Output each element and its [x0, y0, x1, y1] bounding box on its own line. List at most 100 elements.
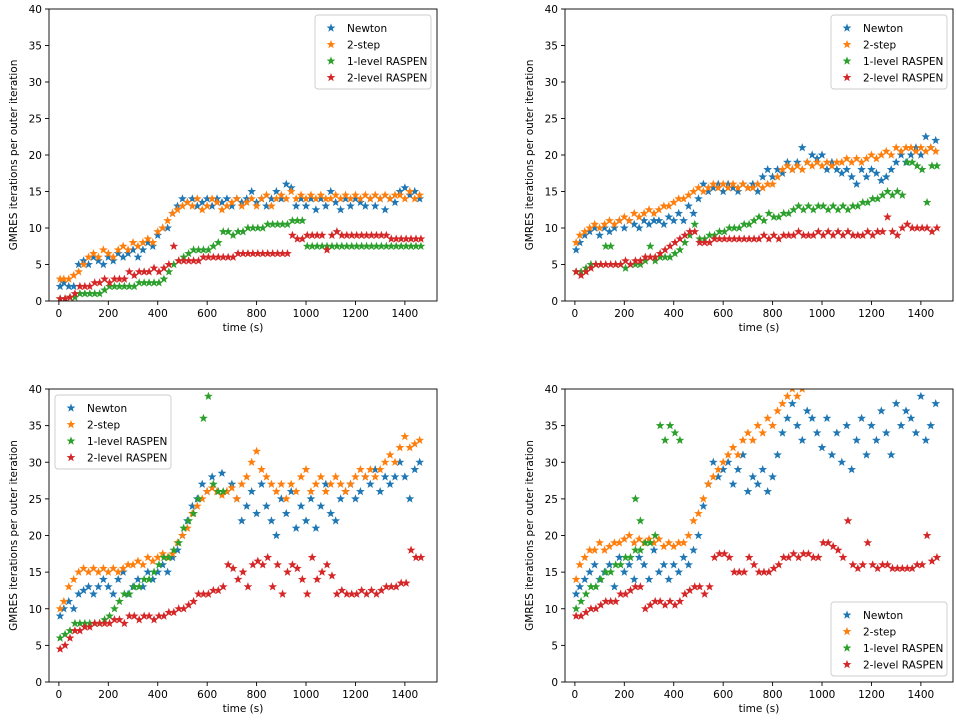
data-point	[194, 494, 203, 503]
data-point	[306, 194, 316, 203]
data-point	[907, 563, 917, 573]
data-point	[576, 596, 586, 606]
data-point	[70, 626, 80, 635]
data-point	[764, 234, 774, 243]
data-point	[262, 472, 271, 481]
data-point	[591, 259, 601, 269]
series-2-level-raspen	[55, 227, 426, 301]
data-point	[178, 194, 187, 203]
data-point	[812, 428, 822, 437]
data-point	[138, 238, 148, 247]
data-point	[168, 208, 177, 218]
data-point	[291, 486, 301, 496]
data-point	[585, 223, 595, 232]
data-point	[654, 216, 664, 225]
data-point	[332, 227, 342, 236]
data-point	[105, 278, 114, 287]
data-point	[644, 205, 654, 214]
data-point	[120, 281, 129, 291]
data-point	[640, 256, 650, 265]
data-point	[400, 432, 410, 441]
data-point	[907, 157, 917, 167]
data-point	[183, 197, 192, 207]
data-point	[843, 516, 853, 525]
data-point	[381, 582, 391, 591]
data-point	[316, 501, 326, 510]
data-point	[636, 516, 645, 525]
data-point	[370, 190, 380, 199]
data-point	[243, 248, 253, 258]
data-point	[616, 560, 625, 569]
data-point	[743, 183, 753, 192]
data-point	[332, 241, 342, 250]
series-2-level-raspen	[571, 212, 942, 280]
data-point	[169, 545, 179, 554]
y-tick-label: 15	[545, 567, 558, 579]
data-point	[624, 216, 634, 225]
data-point	[932, 223, 942, 232]
data-point	[380, 205, 390, 214]
data-point	[204, 245, 213, 254]
data-point	[75, 626, 85, 635]
data-point	[262, 201, 271, 210]
legend-box	[830, 601, 948, 677]
x-tick-label: 1000	[293, 689, 320, 701]
data-point	[926, 421, 936, 430]
data-point	[768, 172, 777, 181]
data-point	[833, 205, 843, 214]
data-point	[614, 552, 624, 562]
data-point	[675, 245, 685, 254]
data-point	[807, 161, 817, 170]
data-point	[207, 201, 217, 210]
data-point	[326, 479, 336, 488]
data-point	[813, 227, 823, 236]
data-point	[385, 194, 395, 203]
data-point	[799, 389, 805, 393]
data-point	[621, 263, 630, 272]
data-point	[580, 230, 590, 240]
data-point	[281, 508, 291, 518]
data-point	[787, 165, 797, 174]
data-point	[876, 406, 886, 415]
data-point	[650, 596, 660, 606]
data-point	[59, 278, 69, 287]
data-point	[862, 450, 871, 459]
data-point	[797, 143, 807, 152]
data-point	[822, 413, 832, 423]
data-point	[144, 611, 154, 620]
data-point	[857, 157, 866, 167]
data-point	[149, 278, 159, 287]
data-point	[268, 219, 278, 229]
data-point	[867, 421, 876, 430]
data-point	[626, 552, 635, 562]
data-point	[98, 259, 108, 269]
data-point	[253, 248, 263, 258]
data-point	[110, 615, 119, 624]
legend-label: 2-step	[863, 40, 897, 52]
data-point	[748, 472, 758, 481]
data-point	[138, 245, 148, 254]
data-point	[326, 508, 336, 518]
x-tick-label: 400	[148, 689, 168, 701]
data-point	[605, 216, 614, 225]
data-point	[381, 241, 391, 250]
data-point	[901, 406, 911, 415]
data-point	[794, 227, 803, 236]
data-point	[581, 607, 591, 617]
data-point	[699, 494, 708, 503]
y-tick-label: 25	[545, 114, 558, 126]
data-point	[710, 552, 719, 562]
data-point	[660, 600, 670, 609]
data-point	[148, 241, 158, 250]
data-point	[242, 501, 252, 510]
y-tick-label: 25	[29, 494, 42, 506]
data-point	[891, 143, 901, 152]
data-point	[124, 611, 134, 620]
data-point	[133, 241, 143, 250]
data-point	[401, 241, 411, 250]
data-point	[689, 208, 698, 218]
x-tick-label: 600	[713, 689, 733, 701]
data-point	[331, 472, 341, 481]
data-point	[148, 556, 158, 565]
data-point	[792, 391, 802, 401]
